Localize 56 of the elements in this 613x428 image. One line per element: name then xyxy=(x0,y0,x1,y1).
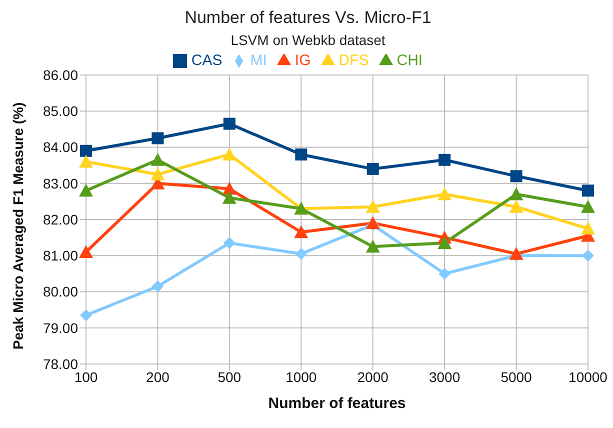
point xyxy=(150,167,165,180)
point xyxy=(222,147,236,160)
y-tick-label: 82.00 xyxy=(42,211,78,228)
point xyxy=(223,236,236,249)
legend-label: IG xyxy=(294,52,311,69)
point xyxy=(79,184,93,197)
point xyxy=(438,187,452,200)
point xyxy=(222,190,236,204)
point xyxy=(366,200,380,213)
point xyxy=(294,225,308,238)
chart-title: Number of features Vs. Micro-F1 xyxy=(184,8,432,28)
point xyxy=(366,162,379,175)
x-axis-title: Number of features xyxy=(268,395,406,412)
point xyxy=(366,240,380,253)
chart-subtitle: LSVM on Webkb dataset xyxy=(230,32,386,48)
point xyxy=(295,148,308,160)
point xyxy=(581,200,595,213)
y-axis-title: Peak Micro Averaged F1 Measure (%) xyxy=(10,102,26,350)
point xyxy=(80,144,92,157)
y-tick-label: 79.00 xyxy=(42,320,78,336)
point xyxy=(582,184,594,197)
y-tick-label: 80.00 xyxy=(42,284,78,300)
point xyxy=(295,248,308,260)
x-tick-label: 2000 xyxy=(357,368,389,385)
x-tick-label: 200 xyxy=(146,368,170,385)
point xyxy=(582,250,594,262)
point xyxy=(510,170,522,182)
y-tick-label: 81.00 xyxy=(42,248,78,264)
y-tick-label: 85.00 xyxy=(42,103,78,120)
point xyxy=(150,152,165,166)
point xyxy=(79,245,93,258)
y-tick-label: 86.00 xyxy=(42,66,78,83)
x-tick-label: 3000 xyxy=(428,368,460,385)
point xyxy=(223,118,236,130)
x-tick-label: 1000 xyxy=(286,368,317,385)
x-tick-label: 10000 xyxy=(568,368,608,385)
y-tick-label: 84.00 xyxy=(42,139,78,156)
legend-label: CHI xyxy=(396,52,423,69)
point xyxy=(509,246,524,260)
point xyxy=(152,132,164,144)
point xyxy=(438,236,452,249)
point xyxy=(79,154,93,168)
legend-label: DFS xyxy=(338,52,369,69)
x-tick-label: 500 xyxy=(218,368,242,385)
y-tick-label: 83.00 xyxy=(42,175,78,192)
point xyxy=(152,280,164,292)
point xyxy=(366,216,380,230)
point xyxy=(438,154,451,166)
point xyxy=(581,222,595,235)
legend-label: CAS xyxy=(191,52,222,69)
legend-label: MI xyxy=(250,52,267,69)
x-tick-label: 5000 xyxy=(500,368,532,385)
point xyxy=(509,187,524,200)
point xyxy=(509,200,524,213)
point xyxy=(80,309,92,322)
point xyxy=(438,268,451,280)
